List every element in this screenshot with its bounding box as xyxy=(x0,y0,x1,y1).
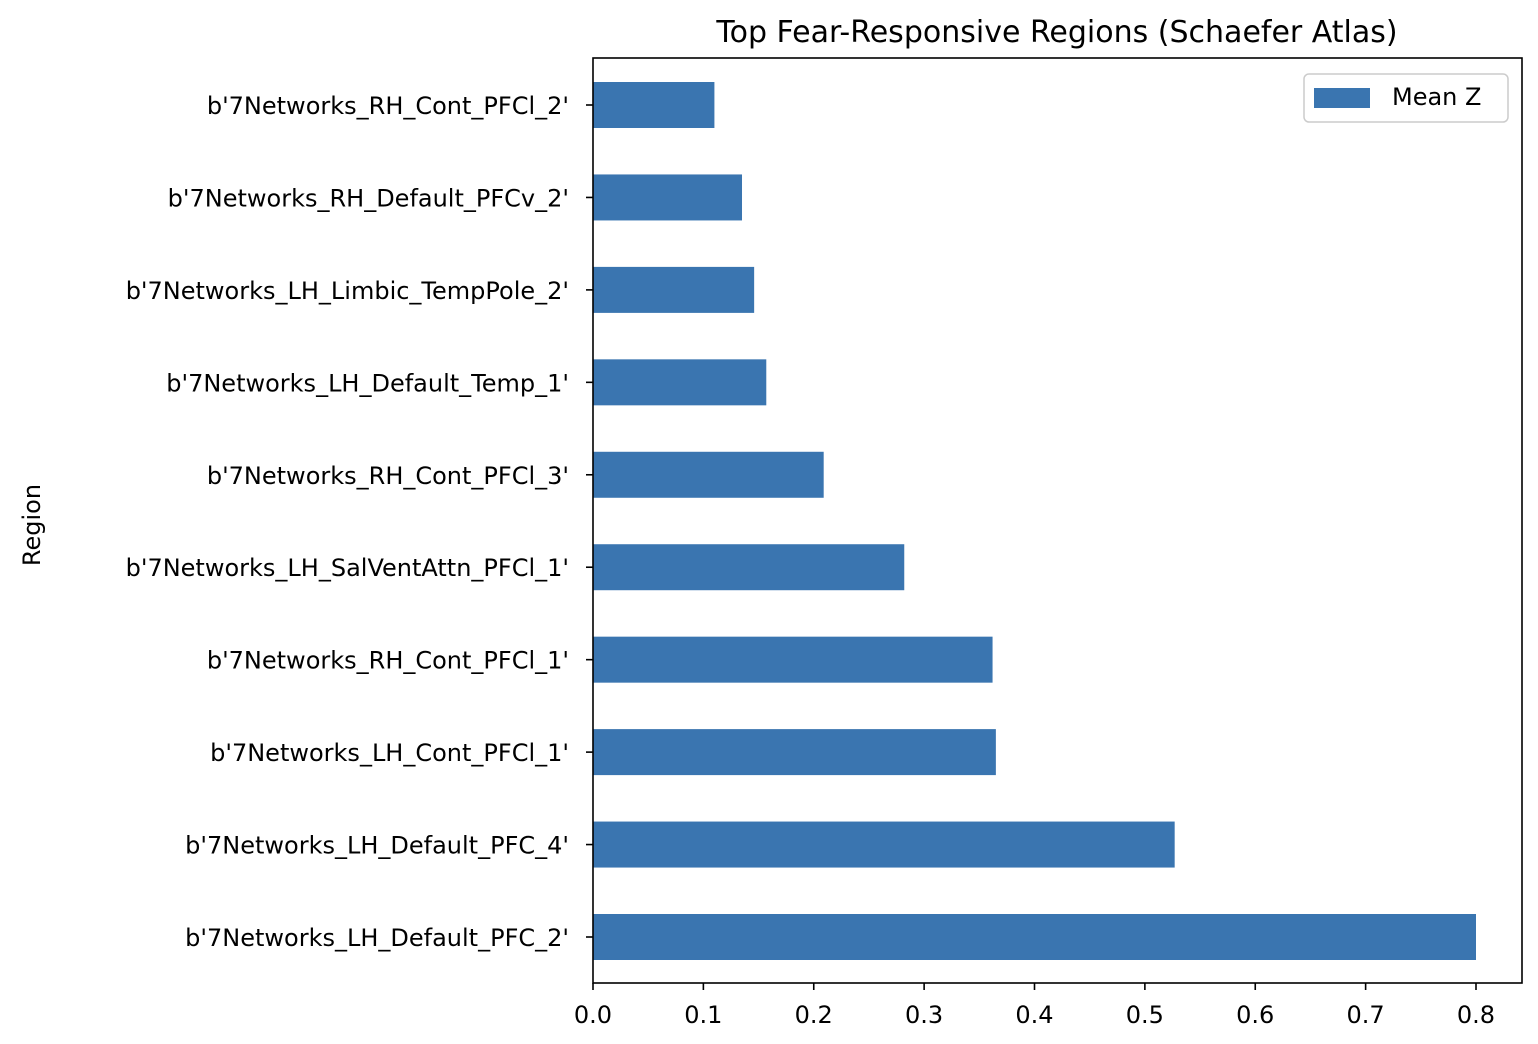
y-tick-label: b'7Networks_RH_Cont_PFCl_3' xyxy=(207,462,569,490)
bar xyxy=(593,636,993,683)
legend-swatch xyxy=(1314,88,1370,108)
x-axis-ticks: 0.0 0.1 0.2 0.3 0.4 0.5 0.6 0.7 0.8 xyxy=(574,983,1495,1029)
plot-frame xyxy=(592,57,1523,984)
y-tick-label: b'7Networks_LH_Default_PFC_2' xyxy=(185,924,569,952)
y-tick-label: b'7Networks_LH_Default_Temp_1' xyxy=(166,369,569,397)
bar xyxy=(593,914,1476,960)
y-tick-label: b'7Networks_LH_Default_PFC_4' xyxy=(185,832,569,860)
x-tick-label: 0.5 xyxy=(1126,1001,1164,1029)
x-tick-label: 0.4 xyxy=(1015,1001,1053,1029)
chart-title: Top Fear-Responsive Regions (Schaefer At… xyxy=(715,15,1397,50)
bar xyxy=(593,451,824,498)
legend-label: Mean Z xyxy=(1392,83,1481,111)
bar xyxy=(593,821,1175,868)
y-axis-ticks: b'7Networks_RH_Cont_PFCl_2' b'7Networks_R… xyxy=(126,92,593,952)
y-tick-label: b'7Networks_RH_Cont_PFCl_2' xyxy=(207,92,569,120)
bar xyxy=(593,174,743,221)
y-tick-label: b'7Networks_RH_Cont_PFCl_1' xyxy=(207,647,569,675)
bar xyxy=(593,266,755,313)
x-tick-label: 0.0 xyxy=(574,1001,612,1029)
legend-frame xyxy=(1303,73,1509,123)
y-tick-label: b'7Networks_LH_Cont_PFCl_1' xyxy=(210,739,569,767)
bar xyxy=(593,359,767,406)
legend: Mean Z xyxy=(1303,73,1509,123)
x-tick-label: 0.1 xyxy=(684,1001,722,1029)
y-tick-label: b'7Networks_LH_SalVentAttn_PFCl_1' xyxy=(126,554,569,582)
bar xyxy=(593,82,715,128)
y-tick-label: b'7Networks_RH_Default_PFCv_2' xyxy=(168,184,569,212)
bars-group xyxy=(593,82,1476,960)
x-tick-label: 0.7 xyxy=(1347,1001,1385,1029)
y-axis-label: Region xyxy=(18,484,46,566)
x-tick-label: 0.2 xyxy=(795,1001,833,1029)
bar xyxy=(593,729,996,776)
x-tick-label: 0.3 xyxy=(905,1001,943,1029)
y-tick-label: b'7Networks_LH_Limbic_TempPole_2' xyxy=(126,277,569,305)
x-tick-label: 0.8 xyxy=(1457,1001,1495,1029)
bar xyxy=(593,544,905,591)
x-tick-label: 0.6 xyxy=(1236,1001,1274,1029)
